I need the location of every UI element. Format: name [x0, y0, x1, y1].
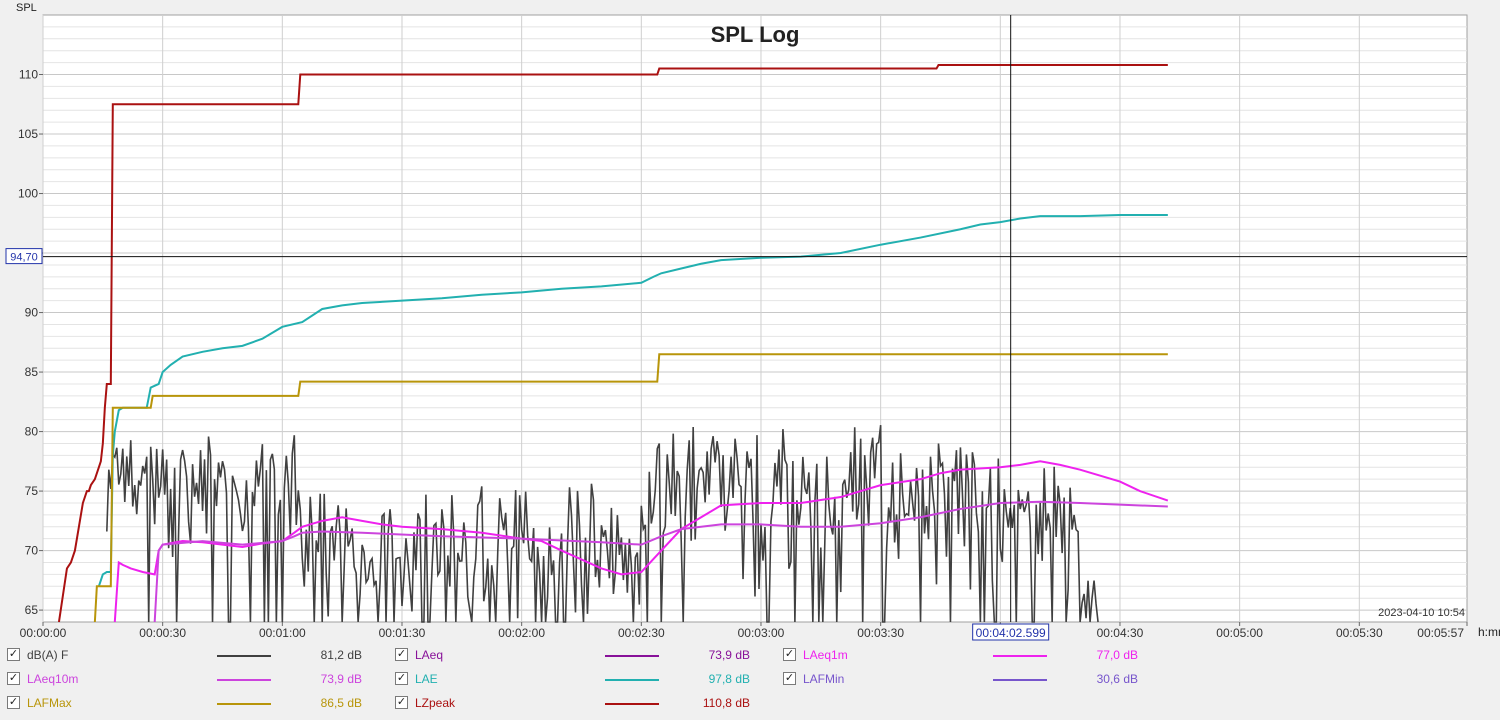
- x-unit-label: h:mm: [1478, 625, 1500, 639]
- legend-label: LAFMin: [803, 672, 845, 686]
- x-tick-label: 00:05:30: [1336, 626, 1383, 640]
- legend-checkbox[interactable]: ✓: [395, 672, 408, 685]
- series-line-laeq10m: [153, 500, 1168, 623]
- chart-title: SPL Log: [711, 22, 800, 47]
- y-tick-label: 80: [25, 425, 39, 439]
- legend-item-laeq[interactable]: ✓ LAeq 73,9 dB: [395, 645, 755, 667]
- axes: 6570758085909510010511000:00:0000:00:300…: [18, 68, 1468, 640]
- y-tick-label: 110: [19, 68, 38, 82]
- legend-label: LAeq10m: [27, 672, 79, 686]
- x-tick-label: 00:01:30: [379, 626, 426, 640]
- spl-log-chart[interactable]: 6570758085909510010511000:00:0000:00:300…: [0, 0, 1500, 645]
- legend-value: 86,5 dB: [320, 696, 362, 710]
- chart-svg[interactable]: 6570758085909510010511000:00:0000:00:300…: [0, 0, 1500, 645]
- legend-label: LAeq: [415, 648, 444, 662]
- legend-item-db-a-f[interactable]: ✓ dB(A) F 81,2 dB: [7, 645, 367, 667]
- legend-swatch-line: [605, 655, 659, 657]
- series-line-laeq1m: [113, 460, 1169, 623]
- legend-checkbox[interactable]: ✓: [7, 648, 20, 661]
- legend-checkbox[interactable]: ✓: [783, 648, 796, 661]
- legend-item-lafmin[interactable]: ✓ LAFMin 30,6 dB: [783, 669, 1143, 691]
- legend-swatch-line: [217, 703, 271, 705]
- legend-item-lafmax[interactable]: ✓ LAFMax 86,5 dB: [7, 693, 367, 715]
- x-tick-label: 00:00:30: [139, 626, 186, 640]
- cursor: 94,70 00:04:02.599: [5, 15, 1467, 641]
- legend-checkbox[interactable]: ✓: [7, 672, 20, 685]
- x-tick-label: 00:03:00: [738, 626, 785, 640]
- legend-label: LAFMax: [27, 696, 72, 710]
- legend-swatch-line: [993, 679, 1047, 681]
- cursor-x-readout: 00:04:02.599: [976, 626, 1046, 640]
- legend-checkbox[interactable]: ✓: [7, 696, 20, 709]
- legend: ✓ dB(A) F 81,2 dB ✓ LAeq 73,9 dB ✓ LAeq1m 77,0 d…: [0, 645, 1500, 720]
- legend-value: 73,9 dB: [320, 672, 362, 686]
- legend-checkbox[interactable]: ✓: [783, 672, 796, 685]
- legend-item-laeq10m[interactable]: ✓ LAeq10m 73,9 dB: [7, 669, 367, 691]
- x-tick-label: 00:04:30: [1097, 626, 1144, 640]
- series-line-lzpeak: [57, 63, 1168, 623]
- series-line-lafmax: [93, 353, 1168, 623]
- legend-label: LZpeak: [415, 696, 456, 710]
- legend-item-laeq1m[interactable]: ✓ LAeq1m 77,0 dB: [783, 645, 1143, 667]
- y-tick-label: 65: [25, 603, 39, 617]
- legend-value: 77,0 dB: [1096, 648, 1138, 662]
- legend-value: 30,6 dB: [1096, 672, 1138, 686]
- timestamp-label: 2023-04-10 10:54: [1378, 607, 1465, 619]
- cursor-x-readout-box: [972, 623, 1050, 641]
- legend-label: dB(A) F: [27, 648, 69, 662]
- x-tick-label: 00:05:00: [1216, 626, 1263, 640]
- plot-area[interactable]: [42, 14, 1468, 623]
- cursor-y-readout-box: [5, 248, 43, 265]
- legend-swatch-line: [993, 655, 1047, 657]
- x-tick-label: 00:02:00: [498, 626, 545, 640]
- legend-value: 97,8 dB: [708, 672, 750, 686]
- legend-label: LAeq1m: [803, 648, 848, 662]
- x-tick-label: 00:00:00: [20, 626, 67, 640]
- legend-value: 81,2 dB: [320, 648, 362, 662]
- y-tick-label: 75: [25, 484, 39, 498]
- legend-checkbox[interactable]: ✓: [395, 648, 408, 661]
- legend-item-lzpeak[interactable]: ✓ LZpeak 110,8 dB: [395, 693, 755, 715]
- y-axis-label: SPL: [16, 2, 37, 14]
- x-tick-label: 00:02:30: [618, 626, 665, 640]
- x-tick-label: 00:05:57: [1417, 626, 1464, 640]
- legend-value: 110,8 dB: [702, 696, 750, 710]
- y-tick-label: 100: [18, 187, 38, 201]
- legend-swatch-line: [217, 655, 271, 657]
- x-tick-label: 00:01:00: [259, 626, 306, 640]
- cursor-y-readout: 94,70: [10, 252, 38, 264]
- y-tick-label: 70: [25, 544, 39, 558]
- series-layer: [57, 63, 1169, 623]
- legend-item-lae[interactable]: ✓ LAE 97,8 dB: [395, 669, 755, 691]
- legend-swatch-line: [217, 679, 271, 681]
- y-tick-label: 105: [18, 127, 38, 141]
- legend-checkbox[interactable]: ✓: [395, 696, 408, 709]
- legend-swatch-line: [605, 703, 659, 705]
- y-tick-label: 90: [25, 306, 39, 320]
- legend-swatch-line: [605, 679, 659, 681]
- legend-label: LAE: [415, 672, 438, 686]
- legend-value: 73,9 dB: [708, 648, 750, 662]
- y-tick-label: 85: [25, 365, 39, 379]
- series-line-dba-f: [106, 425, 1099, 623]
- x-tick-label: 00:03:30: [857, 626, 904, 640]
